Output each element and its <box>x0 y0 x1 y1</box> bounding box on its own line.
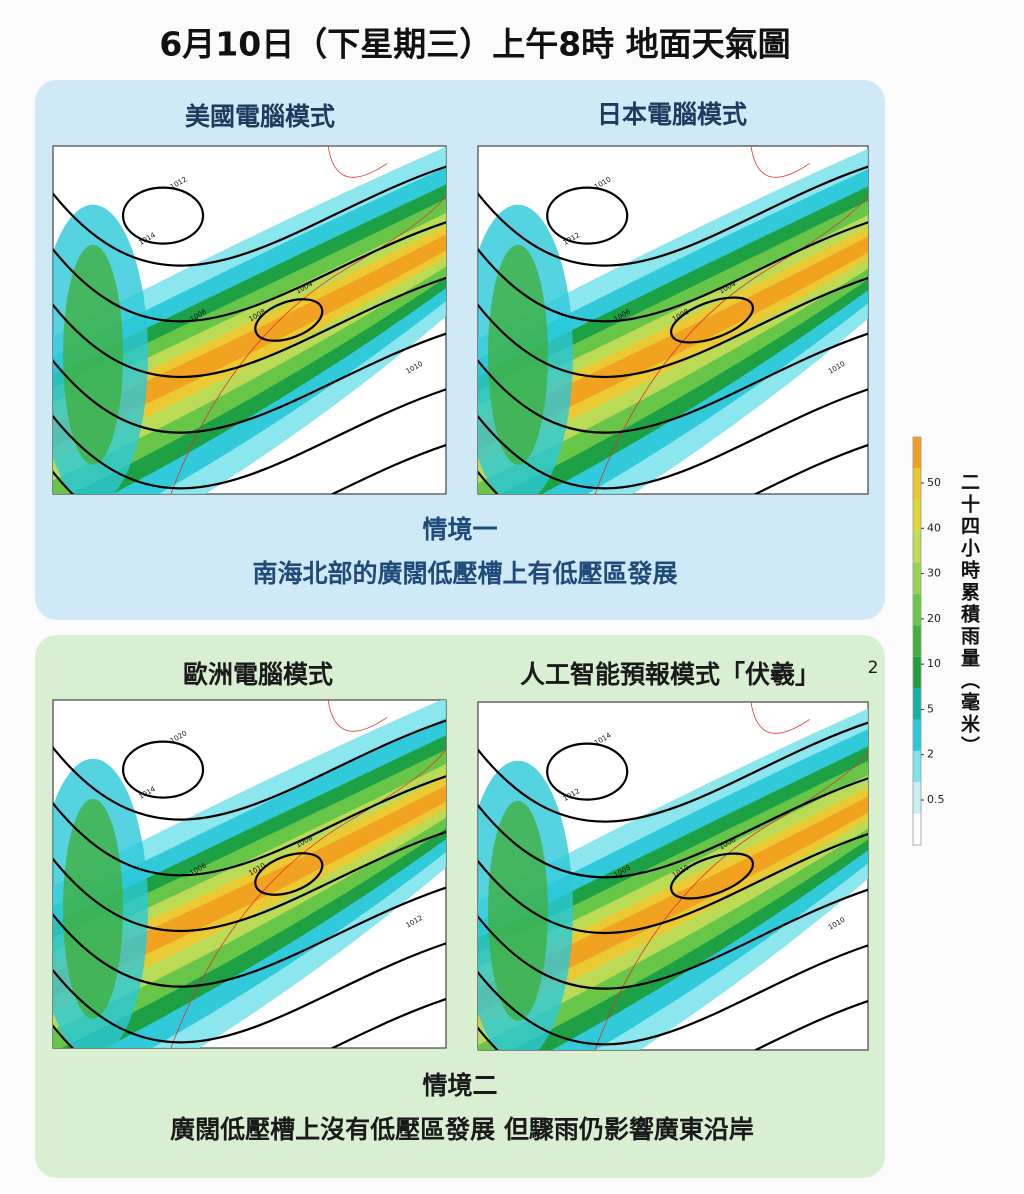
legend: 0.5 2 5 10 20 30 40 50 <box>912 436 945 846</box>
colorbar-segment <box>913 562 921 594</box>
map-label: 歐洲電腦模式 <box>183 660 333 689</box>
map-label: 人工智能預報模式「伏羲」 <box>520 660 820 689</box>
coastline <box>750 702 810 734</box>
colorbar-tick-label: 50 <box>927 476 941 489</box>
isobar <box>478 276 868 378</box>
colorbar-tick-label: 2 <box>927 748 934 761</box>
colorbar-frame <box>912 436 922 846</box>
colorbar-segment <box>913 656 921 689</box>
isobar <box>478 444 868 494</box>
rain-area <box>488 244 548 465</box>
isobar <box>53 942 446 1044</box>
isobar <box>670 296 754 344</box>
colorbar-tick-label: 0.5 <box>927 793 945 806</box>
isobar <box>478 888 868 990</box>
legend-title: 二十四小時累積雨量（毫米） <box>958 472 980 758</box>
title: 6月10日（下星期三）上午8時 地面天氣圖 <box>159 25 790 64</box>
isobar <box>53 775 446 877</box>
colorbar-segment <box>913 625 921 657</box>
coastline <box>750 146 810 178</box>
rain-band <box>53 234 446 448</box>
rain-band <box>53 785 446 997</box>
rain-area <box>488 800 548 1021</box>
isobar <box>478 721 868 823</box>
scenario-name: 情境一 <box>422 515 497 544</box>
isobar <box>478 1000 868 1050</box>
coastline <box>594 180 868 494</box>
rain-area <box>63 798 123 1019</box>
colorbar-tick-label: 5 <box>927 702 934 715</box>
isobar <box>53 276 446 378</box>
maps: 1012101410081006100410101010101210081006… <box>52 145 869 1051</box>
colorbar-segment <box>913 688 921 720</box>
colorbar-segment <box>913 468 921 500</box>
isobar <box>478 388 868 490</box>
colorbar-segment <box>913 719 921 751</box>
isobar <box>53 443 446 494</box>
isobar <box>254 298 324 342</box>
colorbar-segment <box>913 437 921 469</box>
colorbar-segment <box>913 593 921 626</box>
colorbar-segment <box>913 813 921 845</box>
isobar <box>478 165 868 267</box>
isobar <box>53 165 446 267</box>
scenario-description: 廣闊低壓槽上沒有低壓區發展 但驟雨仍影響廣東沿岸 <box>170 1115 754 1144</box>
coastline <box>170 734 446 1048</box>
isobar <box>478 944 868 1046</box>
map-label: 美國電腦模式 <box>185 102 335 131</box>
isobar <box>53 830 446 932</box>
colorbar-segment <box>913 782 921 814</box>
rain-band <box>478 796 868 1012</box>
coastline <box>594 736 868 1050</box>
isobar <box>670 852 754 900</box>
isobar <box>121 186 205 245</box>
scenario-description: 南海北部的廣闊低壓槽上有低壓區發展 <box>252 559 677 588</box>
rain-area <box>63 244 123 465</box>
colorbar-tick-label: 40 <box>927 521 941 534</box>
coastline <box>327 700 388 732</box>
colorbar-tick-label: 30 <box>927 567 941 580</box>
coastline <box>170 180 446 494</box>
isobar <box>546 186 629 245</box>
isobar <box>53 388 446 490</box>
isobar <box>121 740 205 799</box>
colorbar-segment <box>913 531 921 563</box>
isobar <box>53 719 446 821</box>
isobar <box>478 221 868 323</box>
footnote-mark: 2 <box>868 658 879 678</box>
isobar <box>546 742 629 801</box>
map-label: 日本電腦模式 <box>597 100 747 129</box>
isobar <box>53 997 446 1048</box>
scenario-name: 情境二 <box>422 1071 497 1100</box>
isobar <box>53 221 446 323</box>
coastline <box>327 146 388 178</box>
colorbar-tick-label: 20 <box>927 612 941 625</box>
colorbar-tick-label: 10 <box>927 657 941 670</box>
isobar <box>53 332 446 434</box>
colorbar-segment <box>913 750 921 783</box>
isobar <box>254 852 324 896</box>
colorbar-segment <box>913 499 921 532</box>
rain-band <box>478 236 868 451</box>
isobar <box>53 886 446 988</box>
isobar <box>478 777 868 879</box>
isobar <box>478 332 868 434</box>
isobar <box>478 832 868 934</box>
